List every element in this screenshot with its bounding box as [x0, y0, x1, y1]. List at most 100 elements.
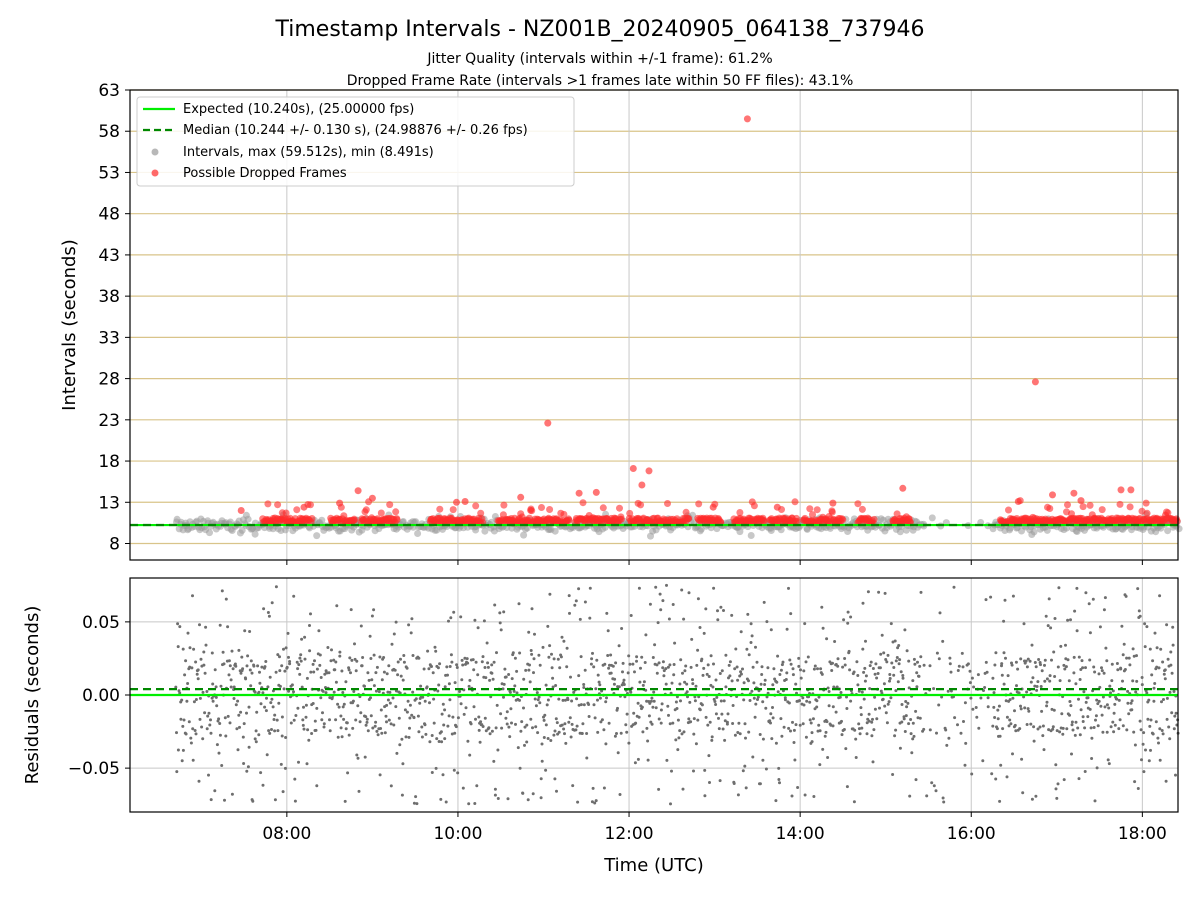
- residual-point: [736, 678, 740, 682]
- residual-point: [528, 680, 532, 684]
- residual-point: [478, 740, 482, 744]
- dropped-frame-outlier: [461, 498, 469, 505]
- residual-point: [894, 728, 898, 732]
- residual-point: [1098, 625, 1102, 629]
- residual-point: [545, 703, 549, 707]
- residual-point: [620, 627, 624, 630]
- residual-point: [638, 680, 642, 684]
- residual-point: [1030, 643, 1034, 647]
- residual-point: [861, 647, 865, 651]
- residual-point: [1043, 679, 1047, 683]
- residual-point: [563, 722, 567, 726]
- residual-point: [774, 741, 778, 745]
- residual-point: [320, 718, 324, 722]
- residual-point: [490, 663, 494, 667]
- residual-point: [483, 716, 487, 720]
- interval-point: [318, 516, 326, 524]
- residual-point: [585, 756, 589, 760]
- dropped-frame-outlier: [517, 493, 525, 501]
- bottom-points: [174, 583, 1180, 806]
- residual-point: [883, 704, 887, 708]
- residual-point: [605, 611, 609, 615]
- residual-point: [1025, 690, 1029, 694]
- residual-point: [577, 703, 581, 707]
- residual-point: [427, 667, 431, 671]
- residual-point: [741, 769, 745, 773]
- residual-point: [657, 717, 661, 721]
- residual-point: [635, 659, 638, 663]
- residual-point: [860, 726, 864, 730]
- residual-point: [970, 676, 974, 680]
- residual-point: [542, 736, 546, 739]
- residual-point: [1145, 625, 1149, 629]
- residual-point: [218, 733, 222, 737]
- residual-point: [191, 594, 194, 598]
- residual-point: [1131, 679, 1135, 683]
- residual-point: [432, 697, 436, 701]
- residual-point: [856, 683, 860, 687]
- dropped-frame-point: [393, 516, 401, 524]
- residual-point: [420, 735, 424, 739]
- residual-point: [276, 653, 280, 657]
- residual-point: [805, 699, 809, 703]
- residual-point: [446, 673, 449, 677]
- dropped-frame-point: [392, 508, 400, 516]
- residual-point: [1102, 671, 1106, 675]
- residual-point: [184, 659, 188, 663]
- residual-point: [673, 641, 677, 645]
- residual-point: [588, 616, 592, 620]
- residual-point: [1030, 797, 1034, 801]
- residual-point: [344, 680, 348, 684]
- residual-point: [1020, 757, 1024, 761]
- residual-point: [977, 726, 981, 730]
- residual-point: [342, 717, 346, 721]
- residual-point: [244, 677, 248, 681]
- residual-point: [462, 688, 466, 692]
- residual-point: [577, 674, 581, 678]
- residual-point: [1070, 720, 1074, 724]
- residual-point: [911, 679, 915, 683]
- residual-point: [754, 702, 758, 706]
- residual-point: [222, 662, 226, 666]
- residual-point: [367, 678, 371, 682]
- residual-point: [236, 699, 240, 703]
- residual-point: [505, 722, 509, 726]
- residual-point: [398, 743, 402, 747]
- residual-point: [1017, 691, 1021, 695]
- residual-point: [439, 730, 443, 734]
- residual-point: [834, 710, 838, 714]
- residual-point: [247, 705, 251, 709]
- residual-point: [836, 657, 840, 661]
- residual-point: [879, 652, 883, 656]
- residual-point: [886, 653, 890, 657]
- dropped-frame-outlier: [300, 503, 308, 511]
- residual-point: [1027, 709, 1031, 713]
- residual-point: [876, 672, 880, 675]
- residual-point: [339, 726, 343, 730]
- residual-point: [474, 717, 477, 721]
- residual-point: [395, 751, 399, 755]
- residual-point: [651, 705, 655, 709]
- residual-point: [447, 619, 450, 623]
- residual-point: [765, 620, 769, 624]
- residual-point: [772, 667, 776, 671]
- residual-point: [720, 669, 724, 673]
- dropped-frame-point: [664, 500, 671, 507]
- residual-point: [402, 654, 406, 657]
- residual-point: [401, 678, 405, 682]
- dropped-frame-outlier: [336, 499, 344, 507]
- residual-point: [637, 715, 641, 719]
- residual-point: [403, 708, 407, 712]
- residual-point: [687, 591, 691, 595]
- residual-point: [515, 669, 519, 673]
- residual-point: [396, 673, 400, 677]
- dropped-frame-point: [579, 499, 587, 507]
- residual-point: [1127, 712, 1131, 716]
- residual-point: [321, 689, 325, 693]
- residual-point: [979, 696, 983, 700]
- residual-point: [647, 714, 651, 718]
- residual-point: [847, 649, 851, 653]
- residual-point: [619, 731, 623, 735]
- residual-point: [472, 705, 476, 709]
- residual-point: [349, 671, 352, 675]
